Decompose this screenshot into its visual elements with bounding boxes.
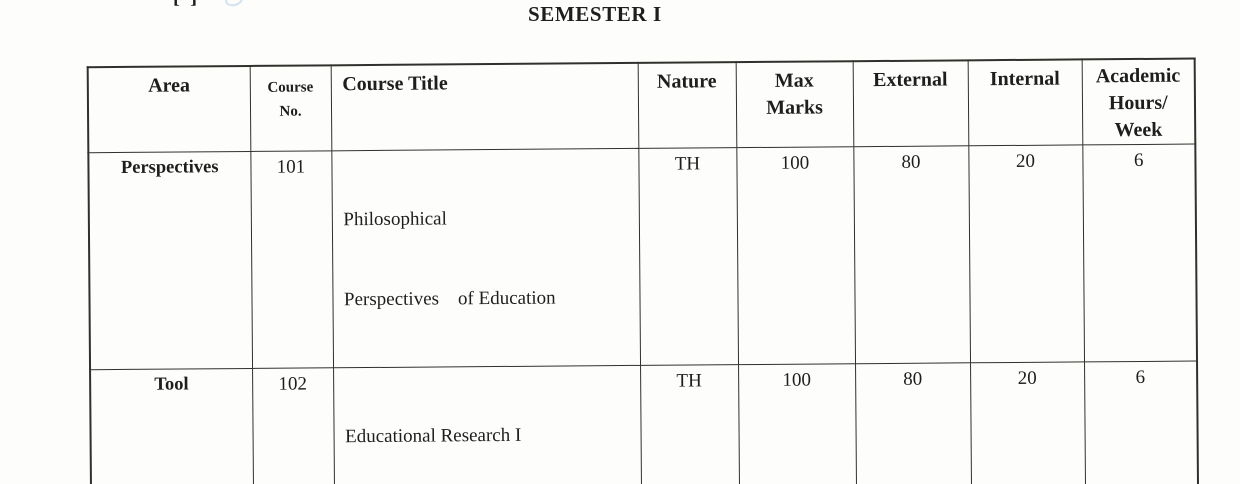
header-area: Area: [87, 65, 251, 153]
cell-internal: 20: [970, 361, 1086, 484]
semester-course-table: Area Course No. Course Title Nature Max …: [86, 57, 1204, 484]
cell-internal: 20: [968, 144, 1085, 363]
cell-area: Perspectives: [88, 151, 253, 370]
cell-nature: TH: [638, 147, 739, 366]
cell-course-no: 102: [252, 367, 335, 484]
cell-external: 80: [853, 145, 971, 364]
table-row-101: Perspectives 101 Philosophical Perspecti…: [88, 144, 1198, 370]
header-course-no: Course No.: [249, 65, 332, 152]
course-title-line: Perspectives of Education: [343, 287, 556, 311]
course-title-line: Educational Research I: [345, 424, 522, 448]
cell-max-marks: 100: [738, 363, 857, 484]
table-row-102: Tool 102 Educational Research I TH 100 8…: [90, 360, 1199, 484]
cell-max-marks: 100: [736, 146, 856, 365]
cell-academic-hours: 6: [1084, 360, 1199, 484]
cell-nature: TH: [640, 364, 740, 484]
header-nature: Nature: [637, 62, 737, 149]
header-internal: Internal: [967, 59, 1083, 146]
page-title: SEMESTER I: [528, 2, 662, 26]
header-max-marks: Max Marks: [735, 61, 854, 148]
cell-course-title: Philosophical Perspectives of Education: [331, 148, 641, 368]
cropped-page-annotation: [-]: [173, 0, 199, 9]
cell-course-no: 101: [250, 150, 334, 369]
cell-external: 80: [855, 362, 972, 484]
header-external: External: [852, 60, 969, 147]
course-title-line: Philosophical: [343, 208, 447, 231]
cell-area: Tool: [90, 368, 254, 484]
cell-course-title: Educational Research I: [333, 365, 642, 484]
header-course-title: Course Title: [330, 62, 639, 151]
blue-pen-mark: [223, 0, 245, 8]
cell-academic-hours: 6: [1082, 144, 1198, 362]
header-academic-hours: Academic Hours/ Week: [1081, 58, 1196, 145]
table-header-row: Area Course No. Course Title Nature Max …: [87, 58, 1196, 153]
